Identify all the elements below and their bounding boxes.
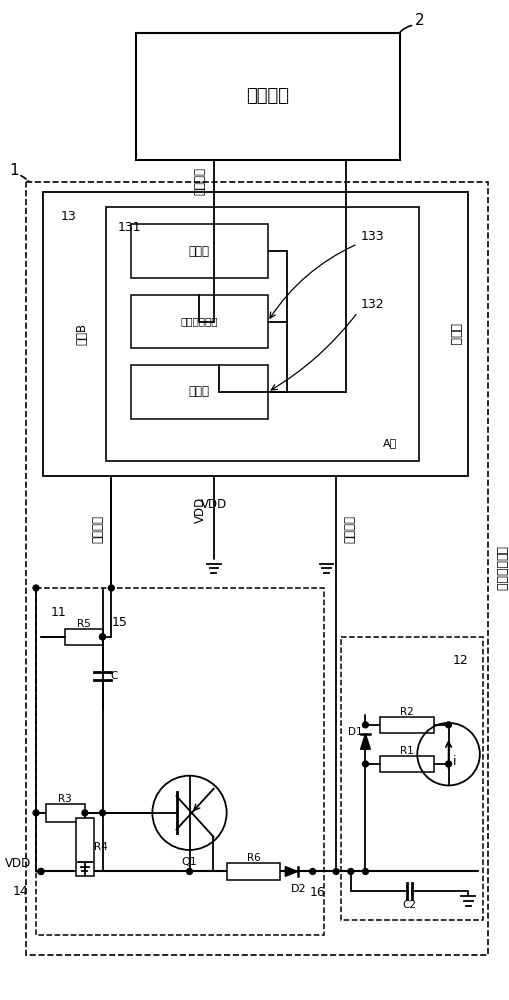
Circle shape bbox=[445, 722, 451, 728]
Text: A端: A端 bbox=[383, 438, 397, 448]
Text: VDD: VDD bbox=[201, 498, 227, 511]
Text: R4: R4 bbox=[94, 842, 107, 852]
Text: 电子装置: 电子装置 bbox=[246, 87, 289, 105]
Text: 11: 11 bbox=[51, 606, 67, 619]
Circle shape bbox=[187, 869, 192, 874]
Bar bbox=[227, 863, 280, 880]
Text: 132: 132 bbox=[360, 298, 384, 311]
Circle shape bbox=[100, 634, 105, 640]
Circle shape bbox=[100, 634, 105, 640]
Text: 非挥发性内存: 非挥发性内存 bbox=[181, 317, 218, 327]
Text: 133: 133 bbox=[360, 230, 384, 243]
Text: 15: 15 bbox=[112, 616, 128, 629]
Text: Q1: Q1 bbox=[182, 857, 197, 867]
FancyArrowPatch shape bbox=[395, 26, 412, 45]
Bar bbox=[46, 804, 85, 822]
Bar bbox=[106, 207, 419, 461]
Text: 14: 14 bbox=[12, 885, 28, 898]
FancyArrowPatch shape bbox=[21, 176, 38, 199]
Text: 131: 131 bbox=[118, 221, 142, 234]
Circle shape bbox=[348, 869, 354, 874]
Text: 判断电压: 判断电压 bbox=[344, 515, 356, 543]
Circle shape bbox=[38, 869, 44, 874]
Circle shape bbox=[82, 810, 88, 816]
Text: C2: C2 bbox=[403, 900, 416, 910]
Bar bbox=[380, 756, 434, 772]
Polygon shape bbox=[360, 734, 371, 749]
Text: 13: 13 bbox=[61, 210, 76, 223]
Text: R6: R6 bbox=[247, 853, 261, 863]
Circle shape bbox=[310, 869, 316, 874]
Text: 16: 16 bbox=[309, 886, 325, 899]
Bar bbox=[131, 295, 268, 348]
Circle shape bbox=[100, 810, 105, 816]
Text: 运算器: 运算器 bbox=[189, 385, 210, 398]
Text: D2: D2 bbox=[291, 884, 307, 894]
Text: VDD: VDD bbox=[5, 857, 31, 870]
Bar bbox=[131, 365, 268, 419]
Text: R5: R5 bbox=[77, 619, 91, 629]
Bar bbox=[131, 224, 268, 278]
Circle shape bbox=[362, 761, 369, 767]
Bar bbox=[65, 629, 102, 645]
Bar bbox=[36, 588, 324, 935]
Text: R1: R1 bbox=[400, 746, 414, 756]
Text: 控制讯号: 控制讯号 bbox=[91, 515, 104, 543]
Bar bbox=[26, 182, 488, 955]
Bar bbox=[43, 192, 468, 476]
Circle shape bbox=[445, 761, 451, 767]
Text: 端口B: 端口B bbox=[75, 323, 89, 345]
Text: 2: 2 bbox=[414, 13, 424, 28]
Circle shape bbox=[362, 722, 369, 728]
Text: 动作指令: 动作指令 bbox=[194, 167, 207, 195]
Circle shape bbox=[333, 869, 339, 874]
Circle shape bbox=[362, 869, 369, 874]
Text: D1: D1 bbox=[348, 727, 363, 737]
Text: R2: R2 bbox=[400, 707, 414, 717]
Text: 转换器: 转换器 bbox=[189, 245, 210, 258]
Text: R3: R3 bbox=[59, 794, 72, 804]
Circle shape bbox=[38, 869, 44, 874]
Circle shape bbox=[33, 810, 39, 816]
Text: 12: 12 bbox=[453, 654, 468, 667]
Bar bbox=[341, 637, 483, 920]
Text: C: C bbox=[110, 671, 118, 681]
Text: 断电记忆装置: 断电记忆装置 bbox=[495, 546, 508, 591]
Circle shape bbox=[33, 585, 39, 591]
Text: 处理器: 处理器 bbox=[448, 323, 461, 345]
Circle shape bbox=[108, 585, 114, 591]
Bar bbox=[136, 33, 400, 160]
Bar bbox=[76, 818, 94, 876]
Bar bbox=[380, 717, 434, 733]
Text: 1: 1 bbox=[10, 163, 19, 178]
Text: VDD: VDD bbox=[194, 497, 207, 523]
Polygon shape bbox=[286, 867, 298, 876]
Text: i: i bbox=[453, 755, 456, 768]
